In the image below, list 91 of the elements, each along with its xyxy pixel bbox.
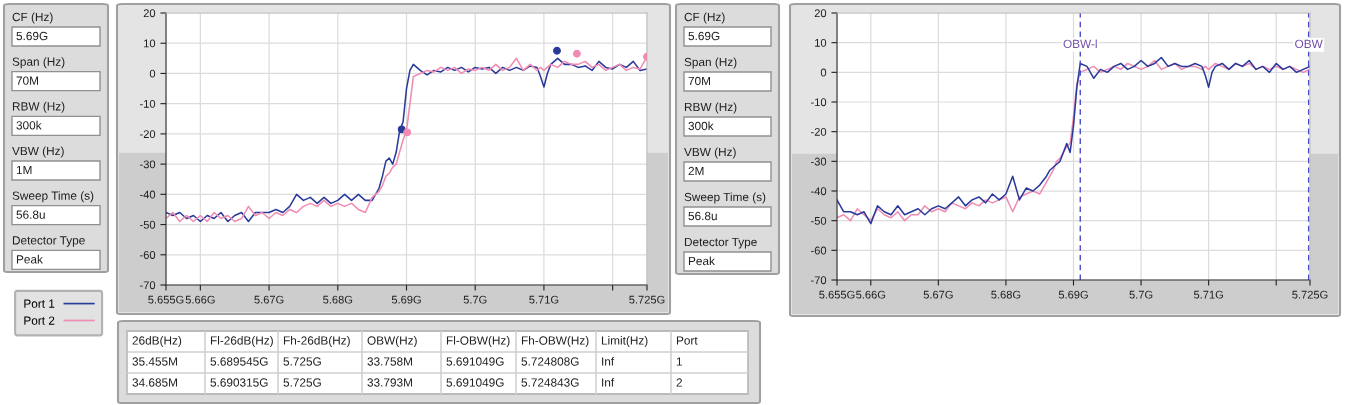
point [553,46,561,55]
y-tick-label: -30 [811,157,827,166]
category-label: Limit(Hz) [601,336,648,347]
text: RBW (Hz) [684,102,737,114]
y-tick-label: 20 [143,9,156,18]
text: VBW (Hz) [12,146,64,158]
text: 2 [676,378,682,387]
y-tick-label: 20 [814,9,827,18]
y-tick-label: -40 [140,190,156,199]
text: CF (Hz) [684,12,725,24]
y-tick-label: -70 [811,276,827,285]
text: VBW (Hz) [684,147,736,159]
y-tick-label: -20 [140,130,156,139]
legend-label: Port 1 [24,299,55,308]
y-tick-label: -10 [811,98,827,107]
text: Sweep Time (s) [684,192,766,204]
x-tick-label: 5.66G [185,295,215,304]
y-tick-label: 0 [149,69,156,78]
text: CF (Hz) [12,12,53,24]
y-tick-label: -70 [140,281,156,290]
y-tick-label: -60 [811,246,827,255]
text: 2M [688,166,704,176]
text: Span (Hz) [684,57,737,69]
text: 34.685M [132,378,177,387]
text: 33.793M [367,378,412,387]
text: 1 [676,357,682,366]
text: 5.724843G [521,378,579,387]
x-tick-label: 5.69G [391,295,421,304]
x-tick-label: 5.7G [463,295,487,304]
y-tick-label: 0 [820,68,827,77]
category-label: OBW(Hz) [367,336,417,347]
text: 70M [688,76,710,86]
x-tick-label: 5.7G [1129,290,1153,299]
text: Peak [688,256,715,266]
x-tick-label: 5.67G [254,295,284,304]
text: 70M [16,76,38,85]
text: 5.724808G [521,357,579,366]
y-tick-label: 10 [815,38,827,47]
category-label: Fh-OBW(Hz) [521,336,589,347]
text: 5.691049G [446,378,504,387]
text: Inf [602,378,615,387]
text: 5.69G [688,31,720,41]
text: Detector Type [12,236,85,247]
text: Sweep Time (s) [12,191,94,203]
x-tick-label: 5.725G [629,295,665,304]
category-label: Fl-26dB(Hz) [210,336,273,347]
y-tick-label: -20 [811,127,827,136]
text: 1M [16,165,32,175]
text: 5.725G [283,378,321,387]
category-label: 26dB(Hz) [132,336,182,347]
y-tick-label: -50 [140,220,156,229]
category-label: Fl-OBW(Hz) [446,336,510,347]
x-tick-label: 5.66G [856,290,886,299]
category-label: Fh-26dB(Hz) [283,336,350,347]
point [403,128,412,137]
x-tick-label: 5.655G [148,295,184,304]
x-tick-label: 5.68G [991,290,1021,299]
text: 35.455M [132,357,177,366]
x-tick-label: 5.68G [323,295,353,304]
text: 5.689545G [210,357,268,366]
text: 5.69G [16,31,48,41]
legend-label: Port 2 [24,316,55,325]
x-tick-label: 5.71G [529,295,559,304]
point [572,49,581,58]
y-tick-label: -10 [140,99,156,108]
y-tick-label: -50 [811,216,827,225]
x-tick-label: 5.67G [923,290,953,299]
text: Span (Hz) [12,57,65,69]
text: Inf [602,357,615,366]
x-tick-label: 5.655G [819,290,855,299]
y-tick-label: -60 [140,251,156,259]
ref-line-label: OBW [1295,39,1323,49]
text: 5.725G [283,357,321,366]
text: 5.690315G [210,378,268,387]
text: Peak [16,254,43,264]
text: 5.691049G [446,357,504,366]
y-tick-label: -40 [811,187,827,196]
y-tick-label: -30 [140,160,156,169]
text: 56.8u [688,211,717,221]
x-tick-label: 5.725G [1292,290,1328,299]
text: RBW (Hz) [12,101,65,113]
ref-line-label: OBW-l [1063,39,1097,49]
text: 300k [688,121,714,131]
category-label: Port [676,336,698,345]
x-tick-label: 5.71G [1193,290,1223,299]
text: Detector Type [684,237,757,249]
text: 300k [16,120,42,130]
text: 56.8u [16,210,45,219]
y-tick-label: 10 [144,39,156,48]
x-tick-label: 5.69G [1058,290,1088,299]
text: 33.758M [367,357,412,366]
